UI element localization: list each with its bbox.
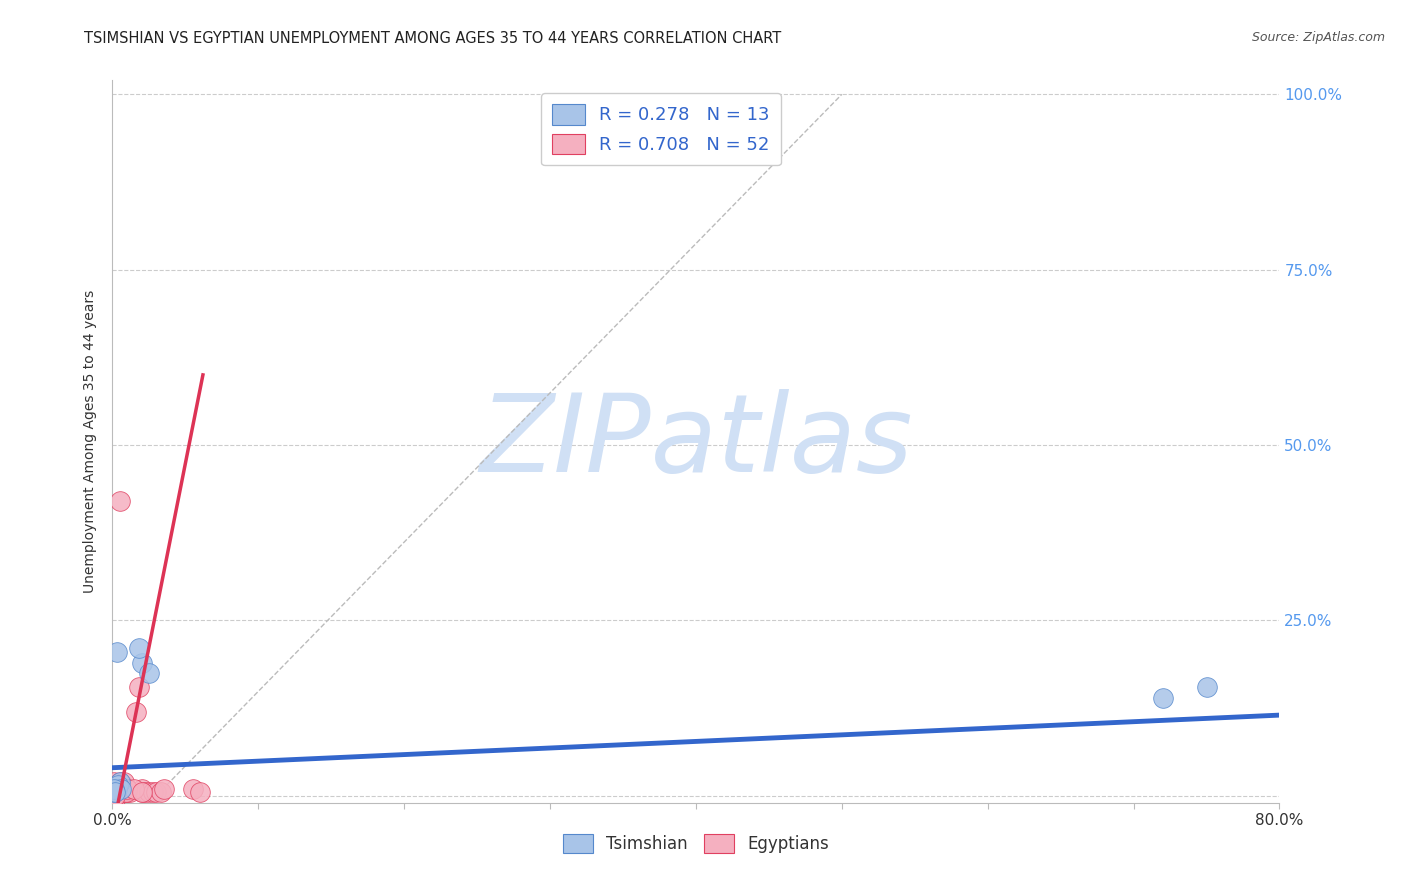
Point (125, 705, 148, 719)
Point (114, 785, 136, 799)
Point (108, 774, 131, 789)
Point (107, 781, 129, 796)
Point (115, 781, 138, 796)
Point (131, 785, 153, 799)
Point (1195, 680, 1218, 694)
Point (115, 785, 138, 799)
Point (104, 785, 127, 799)
Point (111, 778, 134, 792)
Point (131, 785, 153, 799)
Point (114, 781, 136, 796)
Point (104, 785, 127, 799)
Point (110, 781, 132, 796)
Point (152, 781, 174, 796)
Text: ZIPatlas: ZIPatlas (479, 389, 912, 494)
Point (107, 785, 129, 799)
Point (145, 785, 167, 799)
Point (103, 781, 125, 796)
Legend: Tsimshian, Egyptians: Tsimshian, Egyptians (555, 827, 837, 860)
Point (114, 781, 136, 796)
Point (110, 785, 132, 799)
Point (104, 789, 127, 803)
Point (103, 789, 125, 803)
Point (105, 645, 128, 659)
Point (105, 789, 128, 803)
Point (103, 781, 125, 796)
Point (115, 781, 138, 796)
Point (103, 774, 125, 789)
Point (108, 785, 131, 799)
Point (103, 789, 125, 803)
Point (112, 785, 135, 799)
Point (131, 781, 153, 796)
Point (105, 781, 128, 796)
Point (131, 656, 153, 670)
Point (128, 680, 150, 694)
Point (105, 781, 128, 796)
Point (103, 785, 125, 799)
Point (118, 785, 141, 799)
Point (104, 781, 127, 796)
Point (110, 785, 132, 799)
Point (124, 781, 146, 796)
Point (112, 781, 135, 796)
Point (114, 785, 136, 799)
Point (103, 785, 125, 799)
Point (111, 781, 134, 796)
Text: Source: ZipAtlas.com: Source: ZipAtlas.com (1251, 31, 1385, 45)
Point (110, 785, 132, 799)
Point (134, 785, 156, 799)
Point (1152, 690, 1174, 705)
Point (108, 774, 131, 789)
Point (138, 666, 160, 681)
Text: TSIMSHIAN VS EGYPTIAN UNEMPLOYMENT AMONG AGES 35 TO 44 YEARS CORRELATION CHART: TSIMSHIAN VS EGYPTIAN UNEMPLOYMENT AMONG… (84, 31, 782, 46)
Point (105, 785, 128, 799)
Point (149, 785, 172, 799)
Point (181, 781, 204, 796)
Point (104, 785, 127, 799)
Point (128, 641, 150, 656)
Point (142, 785, 165, 799)
Point (138, 785, 160, 799)
Point (188, 785, 211, 799)
Point (108, 494, 131, 508)
Point (111, 785, 134, 799)
Point (115, 781, 138, 796)
Y-axis label: Unemployment Among Ages 35 to 44 years: Unemployment Among Ages 35 to 44 years (83, 290, 97, 593)
Point (107, 778, 129, 792)
Point (112, 781, 135, 796)
Point (108, 781, 131, 796)
Point (111, 781, 134, 796)
Point (112, 774, 135, 789)
